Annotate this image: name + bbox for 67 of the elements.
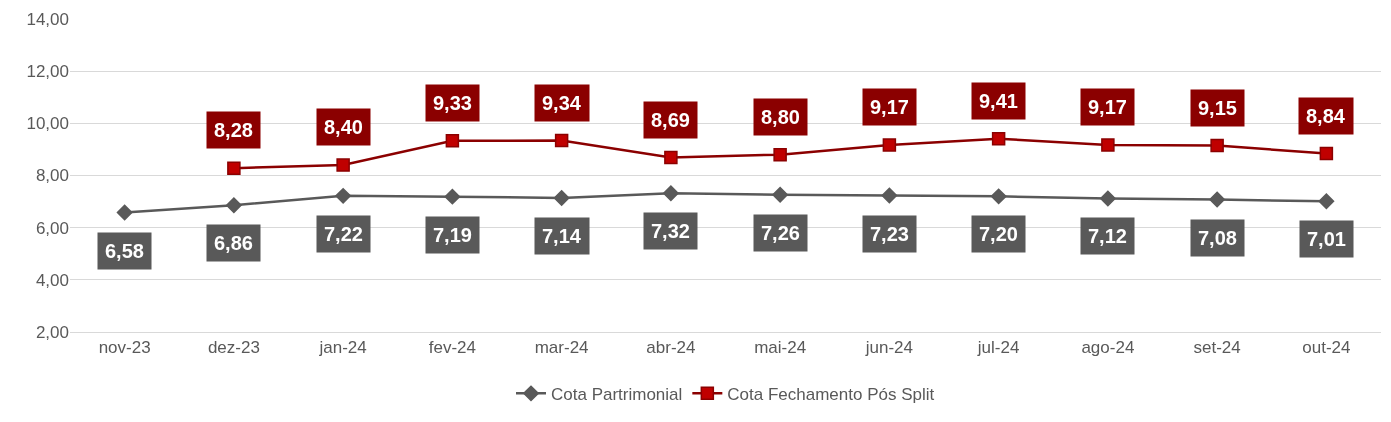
point (772, 186, 789, 203)
data-label: 9,34 (542, 92, 582, 114)
point (227, 161, 241, 175)
data-label: 7,32 (651, 220, 690, 242)
point (1318, 193, 1335, 210)
x-tick-label: abr-24 (646, 338, 696, 358)
y-tick-label: 6,00 (35, 218, 69, 238)
point (1319, 146, 1334, 161)
y-tick-label: 4,00 (35, 270, 69, 290)
data-label: 8,28 (214, 119, 253, 141)
point (773, 147, 787, 162)
point (116, 204, 133, 221)
data-label: 9,33 (433, 92, 472, 114)
y-tick-label: 8,00 (35, 166, 69, 186)
data-label: 9,17 (1088, 96, 1127, 118)
x-tick-label: jan-24 (318, 338, 367, 358)
point (882, 138, 897, 152)
point (1209, 191, 1226, 208)
x-tick-label: mai-24 (754, 338, 807, 358)
point (335, 187, 352, 204)
data-label: 8,40 (324, 116, 363, 138)
point (664, 150, 678, 165)
y-tick-label: 2,00 (35, 322, 69, 342)
x-tick-label: nov-23 (98, 338, 151, 358)
point (444, 188, 461, 205)
data-label: 7,20 (979, 223, 1018, 245)
data-label: 7,12 (1088, 225, 1127, 247)
data-label: 8,80 (761, 106, 800, 128)
y-tick-label: 12,00 (26, 62, 69, 82)
data-label: 9,17 (870, 96, 909, 118)
data-label: 7,08 (1198, 227, 1237, 249)
point (1210, 138, 1224, 153)
data-label: 7,01 (1307, 228, 1346, 250)
x-tick-label: jun-24 (864, 338, 914, 358)
y-tick-label: 10,00 (26, 114, 69, 134)
data-label: 7,22 (324, 223, 363, 245)
point (445, 134, 460, 148)
point (881, 187, 898, 204)
point (554, 133, 569, 148)
legend-label: Cota Partrimonial (551, 385, 683, 404)
data-label: 6,86 (214, 232, 253, 254)
data-label: 7,14 (542, 225, 582, 247)
data-label: 7,23 (870, 223, 909, 245)
x-tick-label: set-24 (1193, 338, 1241, 358)
legend-label: Cota Fechamento Pós Split (727, 385, 935, 404)
point (1101, 138, 1115, 152)
point (225, 197, 242, 214)
point (553, 190, 570, 206)
data-label: 8,69 (651, 109, 690, 131)
point (1099, 190, 1116, 207)
data-label: 9,15 (1198, 97, 1237, 119)
x-tick-label: ago-24 (1081, 338, 1135, 358)
data-label: 7,26 (761, 222, 800, 244)
data-label: 8,84 (1306, 105, 1346, 127)
y-tick-label: 14,00 (26, 9, 69, 29)
x-tick-label: dez-23 (207, 338, 260, 358)
x-tick-label: fev-24 (428, 338, 477, 358)
data-label: 6,58 (105, 240, 144, 262)
point (991, 131, 1006, 146)
x-tick-label: out-24 (1302, 338, 1351, 358)
data-label: 9,41 (979, 90, 1018, 112)
data-label: 7,19 (433, 224, 472, 246)
point (336, 158, 350, 172)
x-tick-label: mar-24 (534, 338, 589, 358)
point (662, 185, 679, 202)
point (990, 188, 1007, 205)
x-tick-label: jul-24 (976, 338, 1020, 358)
